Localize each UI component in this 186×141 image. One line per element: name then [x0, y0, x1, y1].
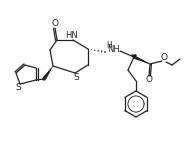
Text: NH: NH: [108, 45, 120, 53]
Text: H: H: [106, 40, 112, 49]
Text: S: S: [73, 72, 79, 81]
Text: O: O: [145, 75, 153, 84]
Text: S: S: [15, 83, 21, 92]
Text: O: O: [52, 18, 59, 27]
Text: O: O: [161, 53, 168, 62]
Text: HN: HN: [65, 30, 77, 39]
